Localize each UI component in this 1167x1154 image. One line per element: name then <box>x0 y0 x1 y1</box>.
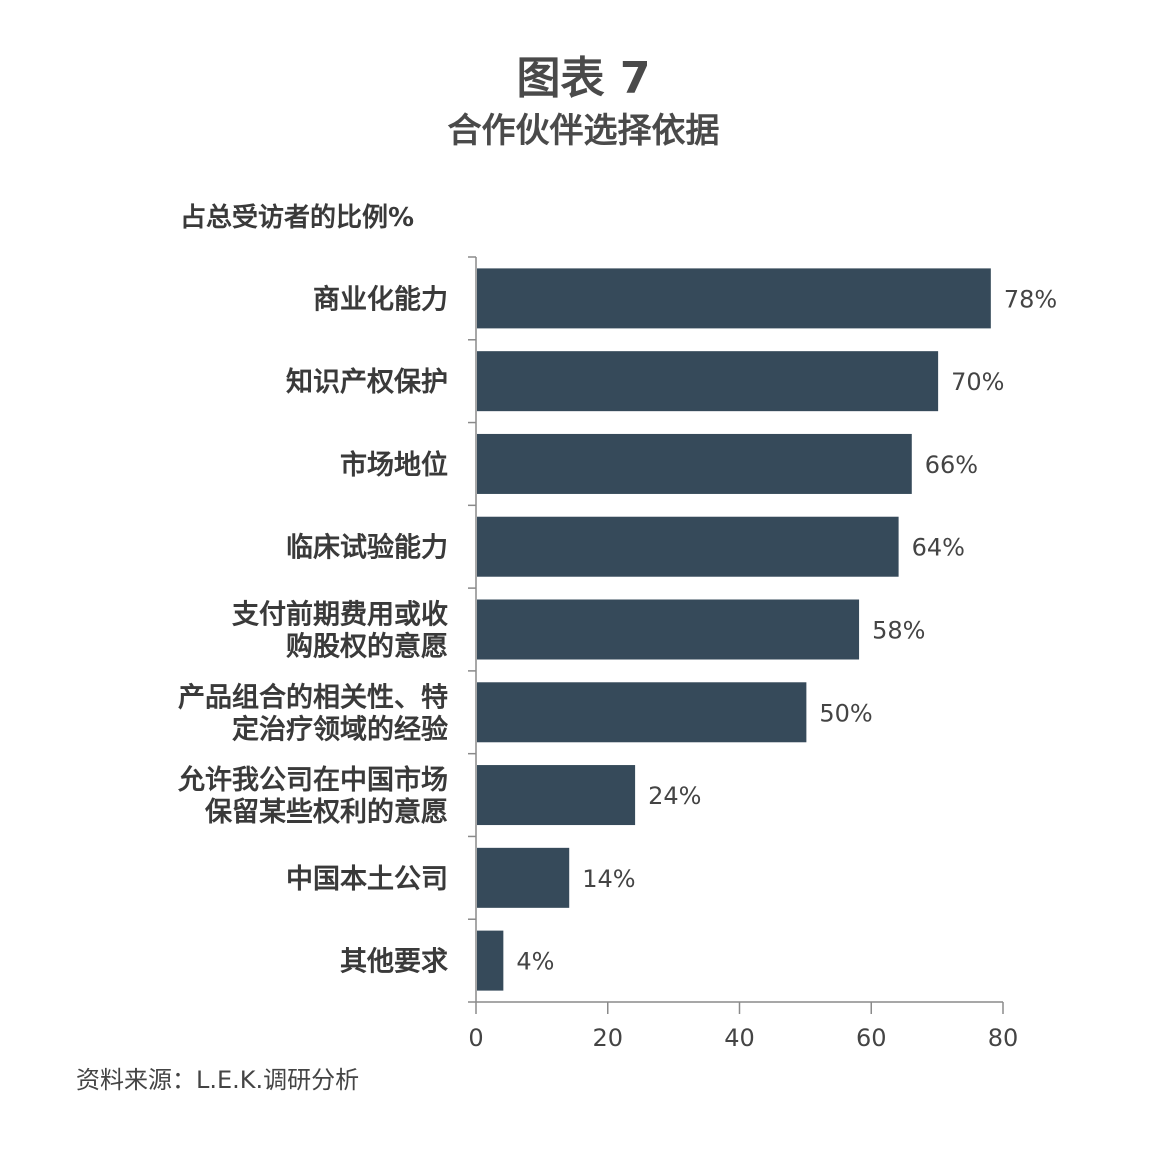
chart-subtitle: 合作伙伴选择依据 <box>447 111 720 151</box>
value-axis-tick-label: 40 <box>724 1024 755 1052</box>
bar-value-label: 14% <box>582 865 635 893</box>
bar-value-label: 50% <box>819 699 872 727</box>
bar <box>477 268 991 329</box>
category-label: 市场地位 <box>340 449 448 481</box>
category-label: 商业化能力 <box>313 283 448 315</box>
value-axis-tick-label: 80 <box>988 1024 1019 1052</box>
bar <box>477 351 939 412</box>
bar <box>477 930 504 991</box>
value-axis-tick-label: 60 <box>856 1024 887 1052</box>
bar <box>477 765 636 826</box>
bar <box>477 516 899 577</box>
bar-value-label: 58% <box>872 617 925 645</box>
bar <box>477 682 807 743</box>
category-label: 产品组合的相关性、特 <box>178 681 448 713</box>
category-label: 支付前期费用或收 <box>232 599 448 631</box>
category-label: 购股权的意愿 <box>286 631 448 663</box>
bar <box>477 433 912 494</box>
value-axis-tick-label: 20 <box>592 1024 623 1052</box>
bar <box>477 599 860 660</box>
bar-value-label: 4% <box>516 948 554 976</box>
value-axis-tick-label: 0 <box>468 1024 483 1052</box>
category-label: 定治疗领域的经验 <box>232 713 448 745</box>
bar <box>477 847 570 908</box>
chart-title-block: 图表 7 合作伙伴选择依据 <box>0 50 1167 154</box>
category-label: 其他要求 <box>340 947 448 978</box>
category-label: 允许我公司在中国市场 <box>177 764 448 796</box>
chart-title: 图表 7 <box>516 53 651 104</box>
bar-value-label: 24% <box>648 782 701 810</box>
category-label: 知识产权保护 <box>286 367 448 398</box>
bar-value-label: 70% <box>951 368 1004 396</box>
bar-value-label: 66% <box>925 451 978 479</box>
category-label: 保留某些权利的意愿 <box>204 796 448 828</box>
category-label: 临床试验能力 <box>286 532 448 564</box>
category-label: 中国本土公司 <box>286 864 448 895</box>
source-note: 资料来源：L.E.K.调研分析 <box>76 1066 360 1094</box>
bar-value-label: 64% <box>912 534 965 562</box>
value-axis-unit-label: 占总受访者的比例% <box>180 203 415 233</box>
bar-value-label: 78% <box>1004 285 1057 313</box>
